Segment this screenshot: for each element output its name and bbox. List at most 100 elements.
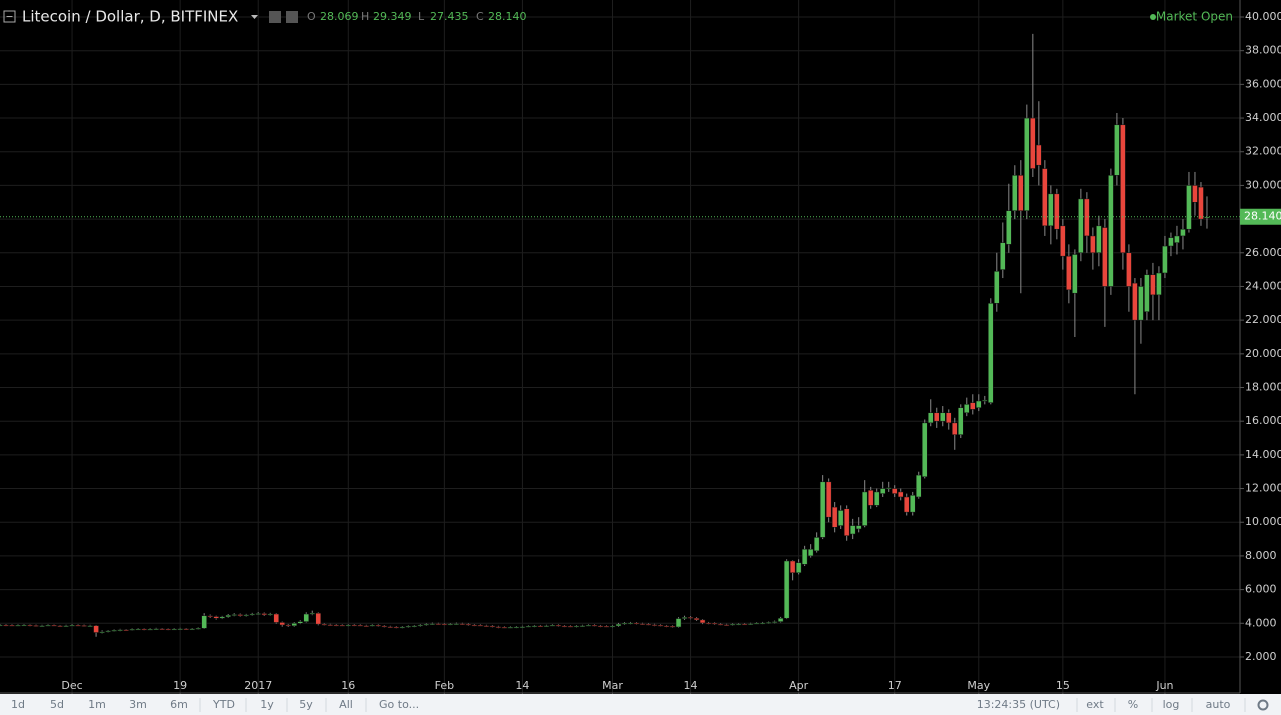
- candle-body: [934, 412, 940, 422]
- x-tick-label: 16: [341, 679, 355, 692]
- candle-body: [591, 625, 598, 627]
- candle-body: [381, 625, 388, 628]
- candle-body: [501, 627, 508, 629]
- range-button[interactable]: 6m: [170, 698, 188, 711]
- candle-body: [537, 625, 544, 628]
- y-tick-label: 16.000: [1245, 414, 1281, 427]
- candle-body: [651, 624, 658, 626]
- candle-body: [897, 491, 904, 498]
- candle-body: [471, 624, 478, 627]
- candle-body: [387, 626, 394, 628]
- candle-body: [261, 613, 267, 616]
- candle-body: [129, 629, 135, 631]
- y-tick-label: 38.000: [1245, 44, 1281, 57]
- market-status: Market Open: [1156, 10, 1233, 24]
- chart-title[interactable]: Litecoin / Dollar, D, BITFINEX: [22, 8, 238, 26]
- candle-body: [507, 627, 514, 629]
- candle-body: [921, 422, 928, 478]
- candle-body: [231, 614, 237, 616]
- candle-body: [675, 618, 682, 628]
- candle-body: [705, 622, 712, 625]
- candle-body: [747, 623, 754, 625]
- candle-body: [15, 625, 21, 627]
- candle-body: [63, 625, 69, 627]
- candle-body: [723, 624, 730, 626]
- y-tick-label: 24.000: [1245, 279, 1281, 292]
- candle-body: [519, 626, 526, 628]
- option-button[interactable]: ext: [1086, 698, 1104, 711]
- candle-body: [1132, 282, 1138, 321]
- range-button[interactable]: 1d: [11, 698, 25, 711]
- candle-body: [1006, 210, 1012, 245]
- y-tick-label: 26.000: [1245, 246, 1281, 259]
- candle-body: [459, 623, 466, 625]
- y-tick-label: 10.000: [1245, 515, 1281, 528]
- candle-body: [405, 626, 412, 628]
- candle-body: [807, 548, 814, 557]
- candle-body: [375, 625, 382, 627]
- candle-body: [297, 621, 303, 624]
- range-button[interactable]: YTD: [212, 698, 235, 711]
- candle-body: [201, 615, 207, 629]
- settings-icon[interactable]: [269, 11, 281, 23]
- option-button[interactable]: log: [1163, 698, 1180, 711]
- candle-body: [903, 496, 910, 513]
- range-button[interactable]: 5y: [299, 698, 313, 711]
- candle-body: [687, 617, 694, 619]
- y-tick-label: 12.000: [1245, 482, 1281, 495]
- candle-body: [111, 630, 117, 632]
- candle-body: [87, 625, 93, 627]
- candle-body: [915, 474, 922, 498]
- candle-body: [57, 625, 63, 627]
- candle-body: [1162, 245, 1168, 274]
- candle-body: [423, 623, 430, 626]
- candle-body: [1030, 117, 1036, 169]
- range-button[interactable]: All: [339, 698, 353, 711]
- ohlc-key: C: [476, 10, 484, 23]
- candle-body: [435, 623, 442, 625]
- candle-body: [946, 412, 952, 424]
- option-button[interactable]: auto: [1206, 698, 1231, 711]
- goto-button[interactable]: Go to...: [379, 698, 419, 711]
- candle-body: [1060, 225, 1066, 257]
- candle-body: [982, 399, 988, 402]
- candle-body: [513, 626, 520, 629]
- x-tick-label: Dec: [61, 679, 82, 692]
- range-button[interactable]: 5d: [50, 698, 64, 711]
- candle-body: [81, 625, 87, 627]
- candle-body: [579, 625, 586, 627]
- candle-body: [1150, 274, 1156, 296]
- candle-body: [795, 562, 802, 574]
- symbol-dropdown[interactable]: [251, 15, 258, 19]
- collapse-icon[interactable]: [3, 10, 16, 23]
- candle-body: [321, 623, 328, 626]
- candle-body: [1198, 186, 1204, 220]
- range-button[interactable]: 1m: [88, 698, 106, 711]
- candle-body: [33, 625, 39, 627]
- candle-body: [567, 626, 574, 628]
- candle-body: [1120, 124, 1126, 254]
- candle-body: [855, 525, 862, 530]
- range-button[interactable]: 3m: [129, 698, 147, 711]
- y-tick-label: 2.000: [1245, 650, 1277, 663]
- candle-body: [885, 487, 892, 489]
- candle-body: [219, 616, 225, 619]
- candle-body: [741, 623, 748, 626]
- candle-body: [819, 481, 826, 538]
- candle-body: [1048, 193, 1054, 227]
- candle-body: [783, 560, 790, 619]
- hide-icon[interactable]: [286, 11, 298, 23]
- candle-body: [117, 629, 123, 631]
- candle-body: [465, 623, 472, 626]
- candle-body: [549, 625, 556, 627]
- candle-body: [3, 624, 9, 627]
- y-tick-label: 8.000: [1245, 549, 1277, 562]
- range-button[interactable]: 1y: [260, 698, 274, 711]
- option-button[interactable]: %: [1128, 698, 1138, 711]
- candle-body: [1156, 272, 1162, 296]
- candle-body: [1186, 185, 1192, 230]
- candle-body: [801, 548, 808, 565]
- settings-gear[interactable]: [1257, 699, 1269, 711]
- candle-body: [573, 625, 580, 628]
